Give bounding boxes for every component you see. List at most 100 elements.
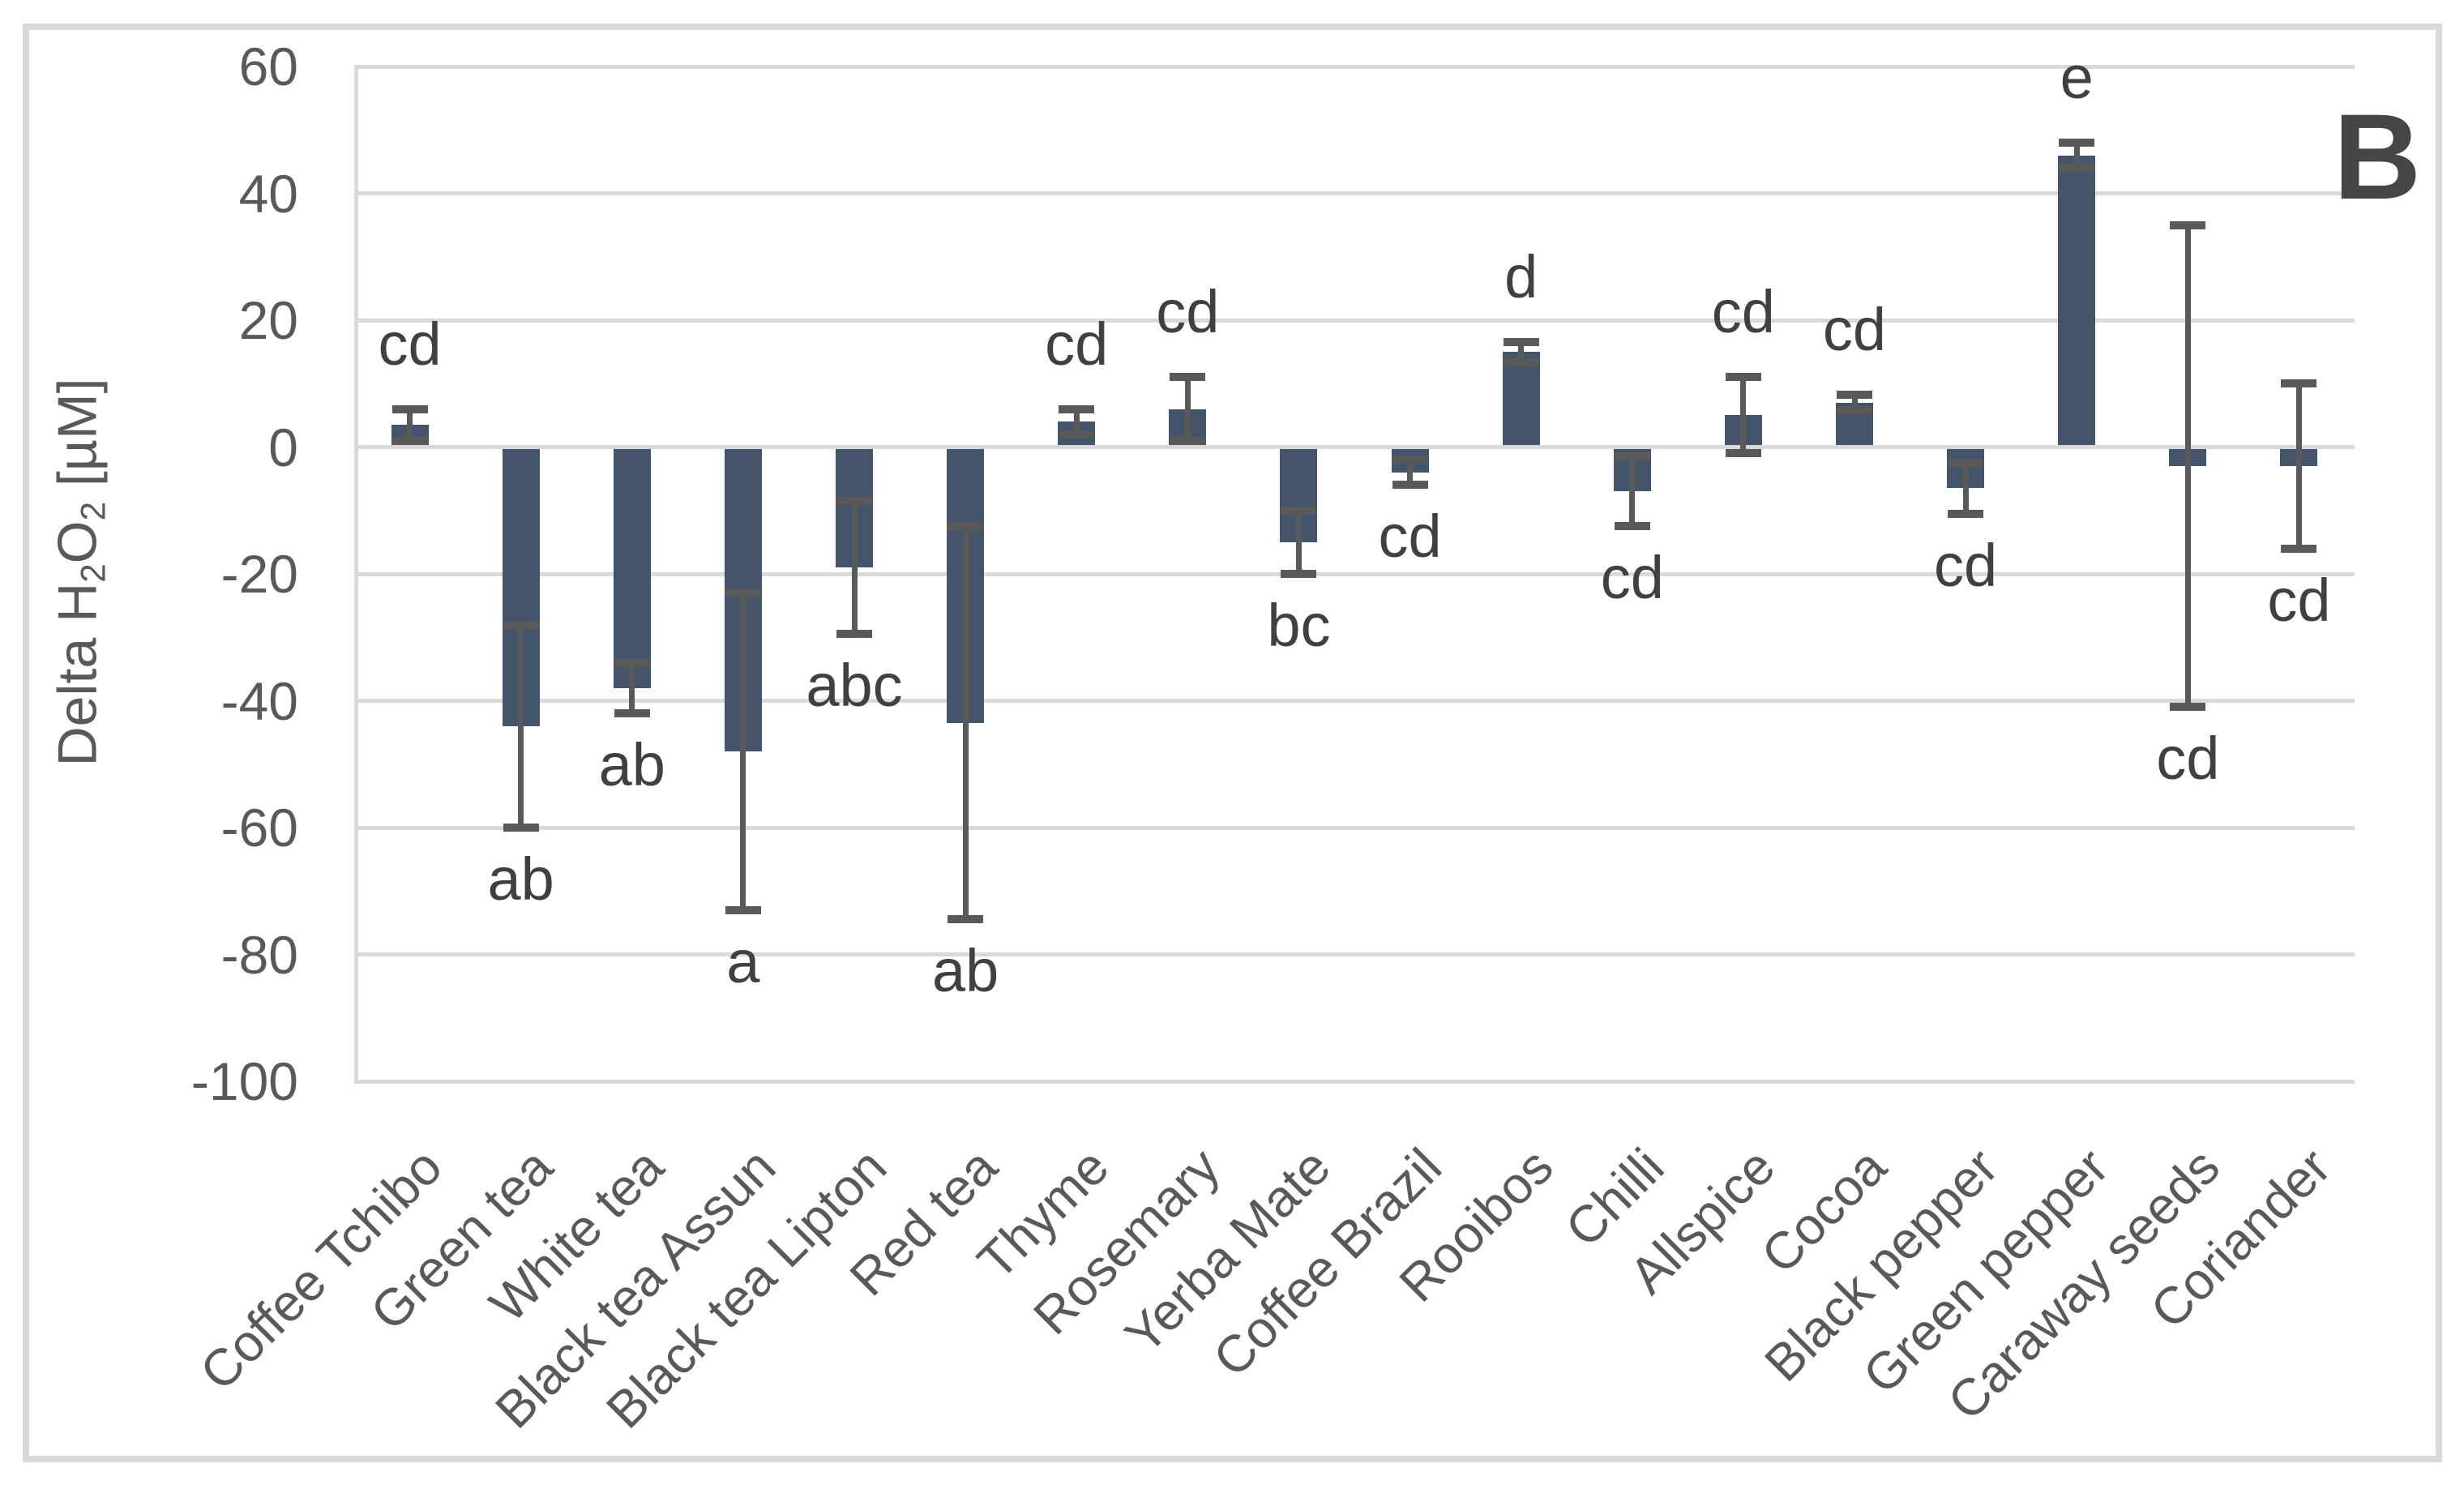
error-bar-cap — [1614, 522, 1650, 531]
error-bar-cap — [1059, 430, 1095, 439]
error-bar-cap — [2059, 164, 2095, 173]
error-bar-cap — [836, 630, 872, 639]
error-bar-cap — [948, 915, 984, 924]
error-bar-line — [629, 662, 635, 714]
y-axis-line — [354, 66, 358, 1081]
y-tick-label: 60 — [238, 36, 298, 96]
bar — [2058, 155, 2096, 447]
error-bar-cap — [1059, 404, 1095, 413]
significance-letter: d — [1504, 242, 1538, 310]
significance-letter: cd — [2156, 725, 2220, 793]
significance-letter: cd — [1711, 278, 1775, 346]
error-bar-cap — [836, 497, 872, 505]
error-bar-line — [2295, 383, 2302, 549]
significance-letter: cd — [1156, 278, 1220, 346]
zero-line — [354, 445, 2355, 449]
error-bar-line — [2184, 225, 2191, 708]
y-tick-label: 0 — [268, 417, 298, 477]
error-bar-line — [1629, 456, 1636, 527]
gridline — [354, 64, 2355, 69]
error-bar-line — [1295, 510, 1302, 574]
y-axis-title-part: O — [46, 520, 109, 564]
error-bar-cap — [2170, 703, 2206, 712]
significance-letter: cd — [1934, 531, 1998, 599]
y-tick-label: -60 — [220, 798, 298, 858]
error-bar-line — [1518, 341, 1525, 362]
y-tick-label: -20 — [220, 544, 298, 604]
error-bar-cap — [2281, 544, 2317, 553]
error-bar-cap — [1503, 337, 1539, 346]
error-bar-line — [407, 409, 413, 441]
error-bar-line — [962, 526, 969, 920]
error-bar-cap — [2170, 220, 2206, 229]
panel-label: B — [2333, 88, 2422, 225]
error-bar-cap — [2281, 379, 2317, 388]
y-tick-label: -100 — [190, 1051, 298, 1111]
y-axis-title-part: Delta H — [46, 582, 109, 767]
error-bar-line — [1184, 377, 1191, 441]
significance-letter: ab — [931, 937, 999, 1005]
y-tick-label: -80 — [220, 924, 298, 985]
bar — [613, 447, 651, 688]
error-bar-cap — [1392, 456, 1428, 464]
error-bar-cap — [391, 404, 428, 413]
significance-letter: a — [726, 927, 760, 995]
gridline — [354, 825, 2355, 830]
error-bar-cap — [1948, 459, 1984, 468]
error-bar-line — [1851, 395, 1858, 411]
error-bar-cap — [1725, 449, 1761, 458]
error-bar-line — [2073, 142, 2080, 169]
y-axis-title-subscript: 2 — [74, 501, 113, 521]
error-bar-cap — [1725, 373, 1761, 382]
error-bar-cap — [614, 709, 650, 718]
error-bar-cap — [1837, 391, 1872, 400]
error-bar-line — [1740, 377, 1747, 454]
error-bar-line — [740, 593, 746, 910]
error-bar-cap — [2059, 138, 2095, 147]
significance-letter: cd — [1600, 544, 1664, 612]
y-tick-label: 40 — [238, 163, 298, 224]
error-bar-line — [851, 501, 858, 635]
chart-frame — [23, 24, 2442, 1462]
gridline — [354, 1079, 2355, 1084]
significance-letter: bc — [1267, 592, 1331, 659]
error-bar-cap — [391, 436, 428, 445]
y-axis-title-subscript: 2 — [74, 563, 113, 583]
error-bar-cap — [503, 620, 539, 629]
significance-letter: ab — [487, 845, 554, 913]
y-tick-label: 20 — [238, 290, 298, 350]
significance-letter: cd — [1045, 310, 1109, 378]
error-bar-cap — [725, 905, 761, 914]
gridline — [354, 952, 2355, 956]
significance-letter: cd — [378, 310, 442, 378]
y-axis-title: Delta H2O2 [µM] — [46, 378, 113, 766]
y-tick-label: -40 — [220, 670, 298, 731]
error-bar-cap — [725, 588, 761, 597]
significance-letter: e — [2060, 43, 2094, 111]
error-bar-cap — [503, 824, 539, 832]
error-bar-line — [1073, 409, 1080, 434]
error-bar-cap — [1392, 481, 1428, 490]
error-bar-line — [1407, 460, 1414, 486]
error-bar-cap — [948, 522, 984, 531]
gridline — [354, 191, 2355, 195]
error-bar-cap — [1614, 452, 1650, 461]
gridline — [354, 571, 2355, 576]
error-bar-cap — [1503, 357, 1539, 366]
error-bar-cap — [1281, 570, 1317, 578]
significance-letter: cd — [1822, 296, 1887, 364]
bar — [1502, 352, 1540, 447]
error-bar-cap — [614, 658, 650, 667]
gridline — [354, 699, 2355, 703]
error-bar-line — [1962, 463, 1969, 514]
error-bar-line — [518, 624, 524, 828]
significance-letter: ab — [598, 731, 665, 799]
gridline — [354, 318, 2355, 323]
error-bar-cap — [1948, 509, 1984, 518]
significance-letter: cd — [2267, 566, 2331, 634]
error-bar-cap — [1281, 506, 1317, 515]
error-bar-cap — [1170, 373, 1206, 382]
significance-letter: cd — [1378, 503, 1442, 571]
error-bar-cap — [1170, 436, 1206, 445]
